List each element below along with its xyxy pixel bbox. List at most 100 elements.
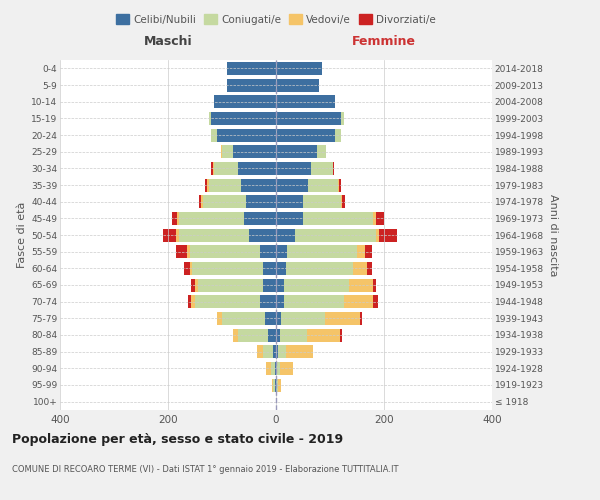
Bar — [222, 145, 233, 158]
Bar — [203, 195, 247, 208]
Bar — [284, 295, 343, 308]
Bar — [214, 95, 276, 108]
Bar — [276, 378, 277, 392]
Bar — [276, 112, 341, 125]
Bar — [176, 245, 187, 258]
Bar — [222, 312, 265, 325]
Bar — [205, 178, 208, 192]
Bar — [276, 145, 317, 158]
Bar — [179, 212, 244, 225]
Y-axis label: Fasce di età: Fasce di età — [17, 202, 27, 268]
Bar — [277, 362, 280, 375]
Bar — [190, 262, 193, 275]
Bar — [276, 312, 281, 325]
Bar — [339, 178, 341, 192]
Bar — [211, 112, 276, 125]
Bar — [286, 262, 353, 275]
Bar — [214, 162, 238, 175]
Bar — [303, 212, 373, 225]
Bar — [276, 62, 322, 75]
Bar — [172, 212, 177, 225]
Bar — [263, 345, 274, 358]
Bar — [266, 362, 271, 375]
Bar — [376, 228, 379, 241]
Bar — [343, 295, 373, 308]
Bar — [276, 262, 286, 275]
Bar — [275, 362, 276, 375]
Bar — [276, 178, 308, 192]
Bar — [360, 312, 362, 325]
Bar — [195, 278, 198, 291]
Bar — [199, 195, 202, 208]
Bar — [179, 228, 249, 241]
Bar — [276, 162, 311, 175]
Bar — [281, 312, 325, 325]
Legend: Celibi/Nubili, Coniugati/e, Vedovi/e, Divorziati/e: Celibi/Nubili, Coniugati/e, Vedovi/e, Di… — [112, 10, 440, 29]
Bar — [257, 345, 263, 358]
Bar — [244, 212, 276, 225]
Bar — [340, 328, 343, 342]
Bar — [263, 262, 276, 275]
Bar — [227, 62, 276, 75]
Bar — [365, 245, 371, 258]
Bar — [217, 312, 222, 325]
Bar — [190, 245, 260, 258]
Text: Maschi: Maschi — [143, 36, 193, 49]
Bar — [307, 328, 340, 342]
Bar — [276, 295, 284, 308]
Bar — [276, 128, 335, 141]
Bar — [213, 162, 214, 175]
Bar — [276, 345, 278, 358]
Bar — [373, 295, 377, 308]
Bar — [217, 128, 276, 141]
Y-axis label: Anni di nascita: Anni di nascita — [548, 194, 558, 276]
Bar — [274, 345, 276, 358]
Bar — [342, 195, 344, 208]
Bar — [249, 228, 276, 241]
Bar — [280, 362, 293, 375]
Bar — [233, 145, 276, 158]
Bar — [209, 112, 211, 125]
Bar — [286, 345, 313, 358]
Bar — [332, 162, 334, 175]
Bar — [349, 278, 373, 291]
Bar — [274, 378, 275, 392]
Bar — [221, 145, 222, 158]
Bar — [276, 78, 319, 92]
Bar — [373, 278, 376, 291]
Text: Popolazione per età, sesso e stato civile - 2019: Popolazione per età, sesso e stato civil… — [12, 432, 343, 446]
Bar — [357, 245, 365, 258]
Bar — [195, 295, 260, 308]
Bar — [325, 312, 360, 325]
Text: Femmine: Femmine — [352, 36, 416, 49]
Bar — [208, 178, 209, 192]
Bar — [276, 362, 277, 375]
Bar — [271, 362, 275, 375]
Bar — [287, 245, 357, 258]
Bar — [260, 295, 276, 308]
Bar — [295, 228, 376, 241]
Bar — [276, 245, 287, 258]
Bar — [284, 278, 349, 291]
Bar — [278, 378, 281, 392]
Bar — [338, 178, 339, 192]
Bar — [379, 228, 397, 241]
Bar — [276, 328, 280, 342]
Bar — [238, 328, 268, 342]
Bar — [373, 212, 376, 225]
Bar — [276, 212, 303, 225]
Bar — [191, 295, 195, 308]
Bar — [233, 328, 238, 342]
Bar — [193, 262, 263, 275]
Bar — [272, 378, 274, 392]
Bar — [308, 178, 338, 192]
Bar — [311, 162, 333, 175]
Bar — [202, 195, 203, 208]
Bar — [177, 212, 179, 225]
Bar — [198, 278, 263, 291]
Bar — [184, 262, 190, 275]
Bar — [211, 162, 213, 175]
Bar — [211, 128, 217, 141]
Bar — [335, 128, 341, 141]
Bar — [187, 245, 190, 258]
